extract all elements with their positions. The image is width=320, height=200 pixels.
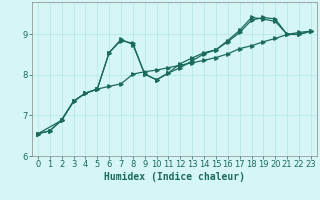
X-axis label: Humidex (Indice chaleur): Humidex (Indice chaleur) — [104, 172, 245, 182]
